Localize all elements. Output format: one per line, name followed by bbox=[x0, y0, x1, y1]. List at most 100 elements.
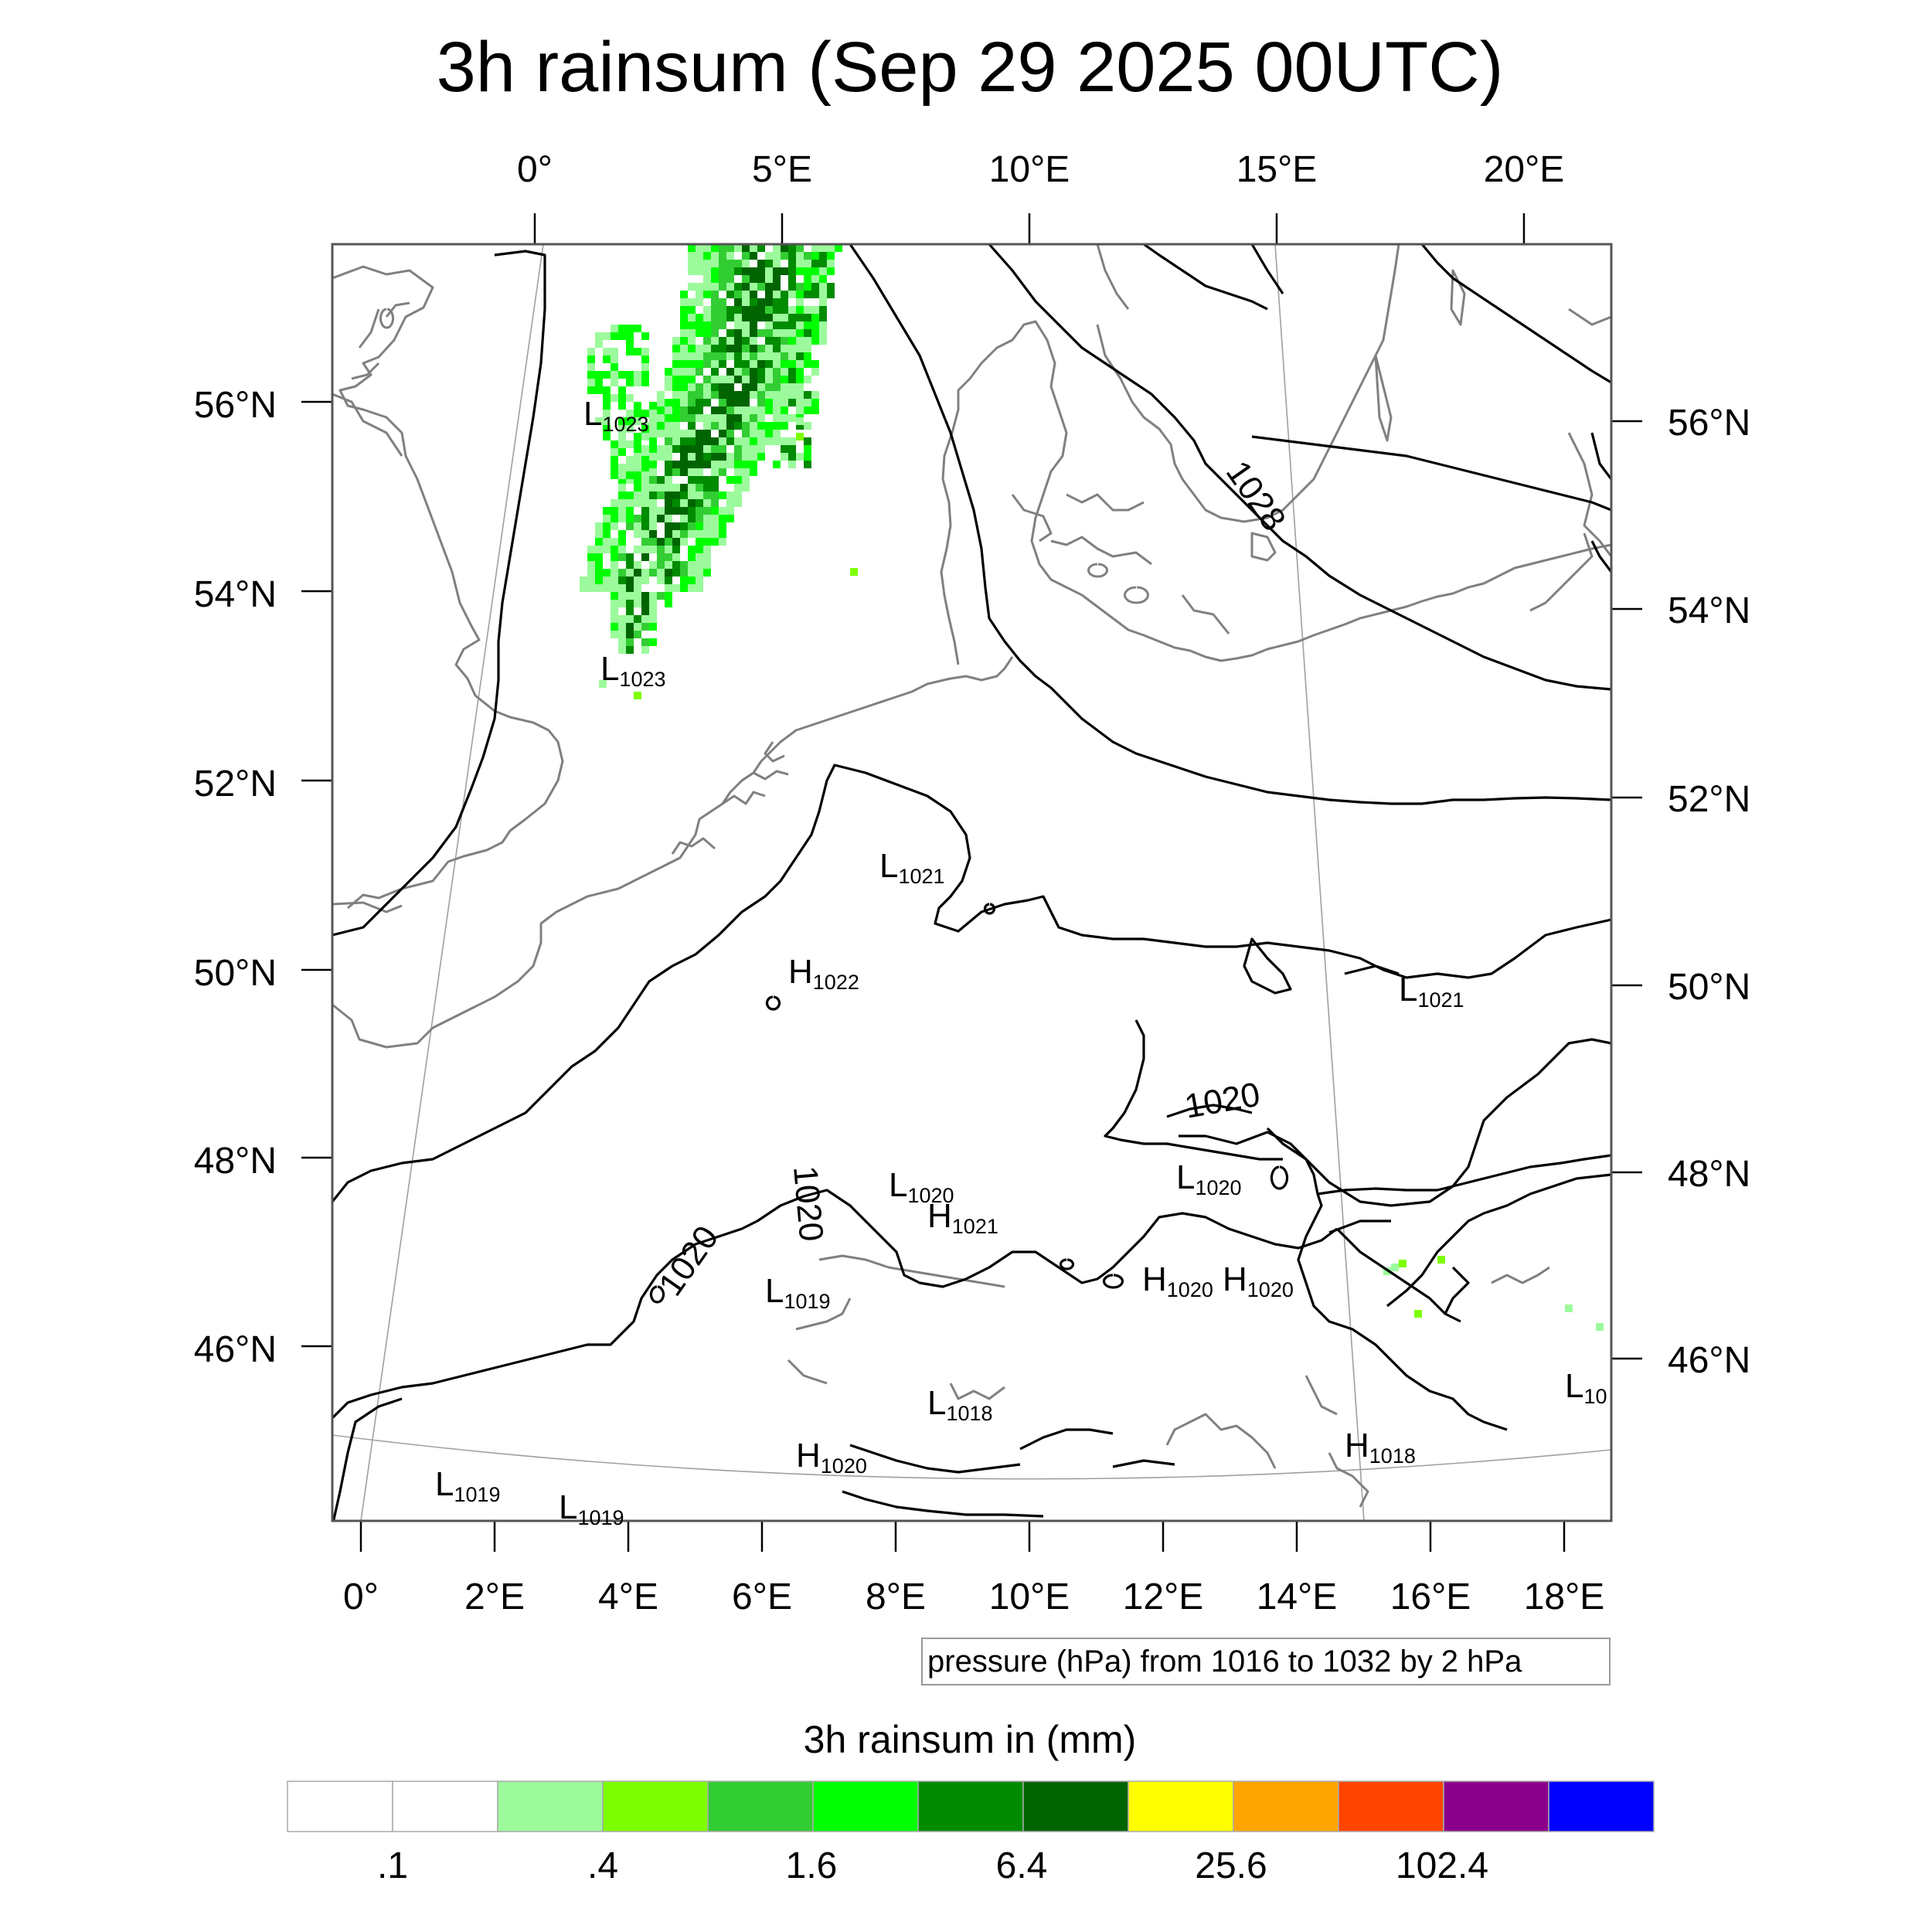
rain-cell bbox=[603, 584, 611, 592]
colorbar-swatch bbox=[812, 1781, 919, 1832]
rain-cell bbox=[796, 399, 804, 406]
rain-cell bbox=[641, 433, 649, 440]
rain-cell bbox=[680, 406, 688, 414]
rain-cell bbox=[696, 298, 703, 306]
rain-cell bbox=[781, 422, 788, 430]
rain-cell bbox=[757, 376, 765, 383]
rain-cell bbox=[757, 306, 765, 314]
rain-cell bbox=[649, 522, 657, 530]
rain-cell bbox=[611, 569, 618, 577]
rain-cell bbox=[618, 623, 626, 631]
rain-cell bbox=[742, 468, 750, 476]
rain-cell bbox=[680, 376, 688, 383]
rain-cell bbox=[750, 321, 757, 329]
rain-cell bbox=[719, 530, 726, 538]
rain-cell bbox=[634, 623, 641, 631]
rain-cell bbox=[773, 437, 781, 445]
rain-cell bbox=[641, 607, 649, 615]
rain-cell bbox=[734, 329, 742, 337]
rain-cell bbox=[618, 507, 626, 515]
rain-cell bbox=[665, 584, 672, 592]
colorbar-tick-label: .4 bbox=[587, 1845, 618, 1886]
rain-cell bbox=[819, 244, 827, 252]
rain-cell bbox=[611, 615, 618, 623]
rain-cell bbox=[757, 368, 765, 376]
pressure-center-label: L1021 bbox=[879, 847, 945, 888]
top-tick-label: 20°E bbox=[1484, 149, 1565, 190]
rain-cell bbox=[703, 430, 711, 437]
rain-cell bbox=[742, 476, 750, 484]
coastlines bbox=[332, 244, 1611, 1508]
rain-cell bbox=[626, 410, 634, 417]
rain-cell bbox=[719, 522, 726, 530]
rain-cell bbox=[634, 379, 641, 386]
rain-cell bbox=[719, 321, 726, 329]
rain-cell bbox=[726, 383, 734, 391]
rain-cell bbox=[773, 298, 781, 306]
rain-cell bbox=[711, 298, 719, 306]
rain-cell bbox=[641, 363, 649, 371]
colorbar-swatch bbox=[497, 1781, 604, 1832]
rain-cell bbox=[688, 345, 696, 352]
rain-cell bbox=[819, 314, 827, 321]
rain-cell bbox=[672, 584, 680, 592]
rain-cell bbox=[734, 321, 742, 329]
rain-cell bbox=[719, 383, 726, 391]
rain-cell bbox=[696, 553, 703, 561]
rain-cell bbox=[665, 453, 672, 461]
rain-cell bbox=[649, 422, 657, 430]
rain-cell bbox=[688, 306, 696, 314]
rain-cell bbox=[696, 507, 703, 515]
rain-cell bbox=[688, 577, 696, 584]
rain-cell bbox=[765, 376, 773, 383]
rain-cell bbox=[788, 321, 796, 329]
rain-cell bbox=[696, 461, 703, 468]
rain-cell bbox=[688, 399, 696, 406]
contour-label: 1028 bbox=[1219, 454, 1293, 538]
rain-cell bbox=[665, 515, 672, 522]
rain-cell bbox=[765, 368, 773, 376]
rain-cell bbox=[750, 376, 757, 383]
rain-cell bbox=[595, 538, 603, 546]
rain-cell bbox=[665, 414, 672, 422]
rain-cell bbox=[649, 638, 657, 646]
rain-cell bbox=[726, 422, 734, 430]
rain-cell bbox=[657, 592, 665, 600]
rain-cell bbox=[781, 244, 788, 252]
rain-cell bbox=[696, 453, 703, 461]
rain-cell bbox=[649, 406, 657, 414]
rain-cell bbox=[757, 298, 765, 306]
rain-cell bbox=[804, 267, 811, 275]
rain-cell bbox=[696, 406, 703, 414]
rain-cell bbox=[726, 314, 734, 321]
rain-cell bbox=[773, 414, 781, 422]
rain-cell bbox=[618, 325, 626, 332]
rain-cell bbox=[649, 492, 657, 499]
top-tick-label: 10°E bbox=[989, 149, 1070, 190]
rain-cell bbox=[703, 260, 711, 267]
rain-cell bbox=[750, 368, 757, 376]
rain-cell bbox=[773, 321, 781, 329]
rain-cell bbox=[626, 471, 634, 479]
rain-cell bbox=[796, 417, 804, 425]
rain-cell bbox=[703, 252, 711, 260]
rain-cell bbox=[757, 437, 765, 445]
rain-cell bbox=[711, 414, 719, 422]
rain-cell bbox=[734, 461, 742, 468]
rain-cell bbox=[626, 348, 634, 355]
rain-cell bbox=[804, 260, 811, 267]
pressure-center-label: H1020 bbox=[1223, 1260, 1294, 1301]
rain-cell bbox=[688, 492, 696, 499]
rain-cell bbox=[734, 345, 742, 352]
rain-cell bbox=[811, 337, 819, 345]
rain-cell bbox=[819, 252, 827, 260]
left-tick-label: 52°N bbox=[194, 764, 277, 804]
rain-cell bbox=[680, 314, 688, 321]
rain-cell bbox=[773, 345, 781, 352]
rain-cell bbox=[626, 425, 634, 433]
rain-cell bbox=[711, 499, 719, 507]
rain-cell bbox=[719, 507, 726, 515]
rain-cell bbox=[765, 267, 773, 275]
rain-cell bbox=[634, 592, 641, 600]
rain-cell bbox=[726, 492, 734, 499]
